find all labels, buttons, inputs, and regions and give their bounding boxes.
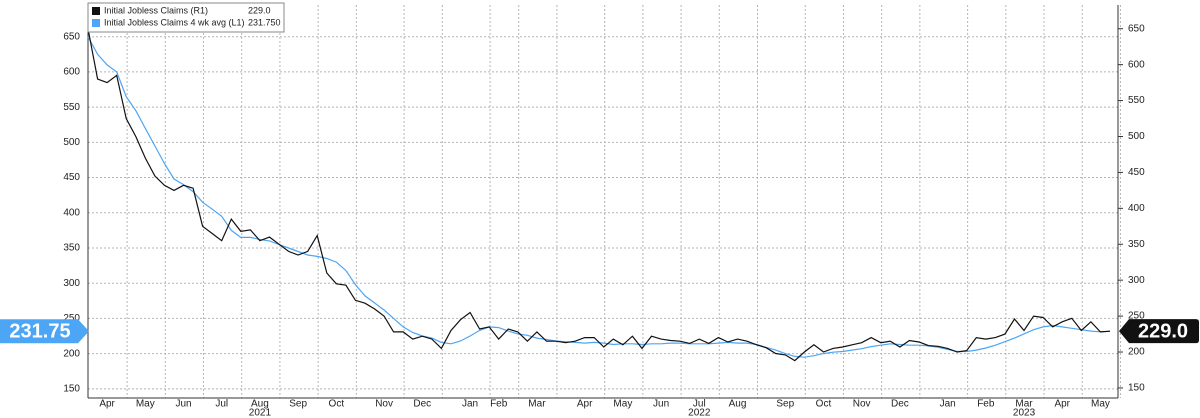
x-tick-label: Apr: [577, 399, 593, 410]
x-tick-label: Feb: [977, 399, 995, 410]
y-tick-label: 500: [63, 137, 80, 148]
legend-label: Initial Jobless Claims 4 wk avg (L1): [104, 17, 245, 27]
y-tick-label: 550: [63, 102, 80, 113]
value-badge: [1119, 319, 1199, 344]
y-tick-label: 300: [63, 278, 80, 289]
y-tick-label: 350: [63, 243, 80, 254]
value-badge-label: 229.0: [1138, 320, 1188, 342]
y2-tick-label: 250: [1128, 311, 1145, 322]
x-tick-label: Jul: [215, 399, 228, 410]
x-tick-label: Apr: [1054, 399, 1070, 410]
x-year-label: 2021: [249, 408, 272, 418]
y2-tick-label: 650: [1128, 23, 1145, 34]
x-year-label: 2022: [688, 408, 711, 418]
x-tick-label: Jan: [462, 399, 478, 410]
x-tick-label: Aug: [729, 399, 747, 410]
x-tick-label: Oct: [816, 399, 832, 410]
x-tick-label: Oct: [329, 399, 345, 410]
x-tick-label: May: [1091, 399, 1110, 410]
y2-tick-label: 200: [1128, 347, 1145, 358]
x-tick-label: Apr: [99, 399, 115, 410]
x-tick-label: Jun: [175, 399, 191, 410]
x-tick-label: Jun: [653, 399, 669, 410]
x-tick-label: Dec: [413, 399, 431, 410]
legend-swatch: [92, 19, 100, 27]
x-tick-label: Aug: [251, 399, 269, 410]
value-badge: [0, 319, 89, 344]
series-line: [87, 28, 1111, 362]
legend: Initial Jobless Claims (R1) 229.0Initial …: [87, 2, 285, 33]
x-tick-label: Sep: [289, 399, 307, 410]
x-tick-label: Nov: [853, 399, 871, 410]
y-tick-label: 450: [63, 172, 80, 183]
legend-value: 231.750: [248, 17, 281, 27]
x-tick-label: May: [136, 399, 155, 410]
y2-tick-label: 150: [1128, 383, 1145, 394]
y-tick-label: 400: [63, 207, 80, 218]
y2-tick-label: 550: [1128, 95, 1145, 106]
x-tick-label: May: [613, 399, 632, 410]
x-year-label: 2023: [1013, 408, 1036, 418]
legend-value: 229.0: [248, 5, 271, 15]
x-tick-label: Jan: [940, 399, 956, 410]
x-tick-label: Jul: [693, 399, 706, 410]
y2-tick-label: 500: [1128, 131, 1145, 142]
y2-tick-label: 350: [1128, 239, 1145, 250]
x-tick-label: Sep: [776, 399, 794, 410]
y2-tick-label: 400: [1128, 203, 1145, 214]
y-tick-label: 250: [63, 313, 80, 324]
y-tick-label: 650: [63, 31, 80, 42]
x-tick-label: Dec: [891, 399, 909, 410]
y2-tick-label: 450: [1128, 167, 1145, 178]
x-tick-label: Mar: [528, 399, 546, 410]
legend-label: Initial Jobless Claims (R1): [104, 5, 208, 15]
x-tick-label: Feb: [490, 399, 508, 410]
x-tick-label: Mar: [1015, 399, 1033, 410]
x-tick-label: Nov: [375, 399, 393, 410]
legend-box: [87, 2, 285, 33]
y2-tick-label: 300: [1128, 275, 1145, 286]
value-badge-label: 231.75: [9, 321, 70, 343]
y2-tick-label: 600: [1128, 59, 1145, 70]
y-tick-label: 150: [63, 383, 80, 394]
y-tick-label: 600: [63, 67, 80, 78]
y-tick-label: 200: [63, 348, 80, 359]
legend-swatch: [92, 7, 100, 15]
